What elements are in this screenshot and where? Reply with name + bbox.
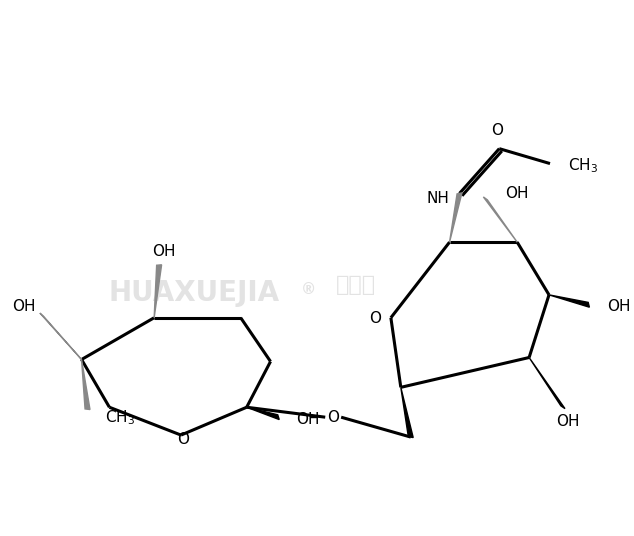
- Text: O: O: [177, 431, 189, 446]
- Polygon shape: [154, 265, 162, 318]
- Text: NH: NH: [426, 191, 449, 206]
- Polygon shape: [549, 295, 590, 307]
- Text: OH: OH: [296, 412, 320, 427]
- Text: O: O: [369, 311, 381, 326]
- Polygon shape: [247, 407, 279, 420]
- Text: ®: ®: [301, 282, 316, 297]
- Polygon shape: [401, 388, 413, 437]
- Text: OH: OH: [505, 186, 529, 201]
- Polygon shape: [483, 197, 517, 242]
- Text: OH: OH: [556, 414, 579, 429]
- Text: O: O: [327, 410, 339, 425]
- Polygon shape: [40, 313, 82, 360]
- Text: O: O: [491, 123, 503, 138]
- Text: CH$_3$: CH$_3$: [105, 408, 136, 427]
- Text: OH: OH: [12, 299, 36, 314]
- Text: CH$_3$: CH$_3$: [568, 156, 598, 175]
- Text: OH: OH: [152, 243, 176, 258]
- Polygon shape: [450, 193, 462, 242]
- Text: OH: OH: [607, 299, 630, 314]
- Text: 化学加: 化学加: [336, 275, 376, 295]
- Polygon shape: [529, 358, 565, 408]
- Text: HUAXUEJIA: HUAXUEJIA: [108, 279, 280, 307]
- Polygon shape: [82, 360, 90, 410]
